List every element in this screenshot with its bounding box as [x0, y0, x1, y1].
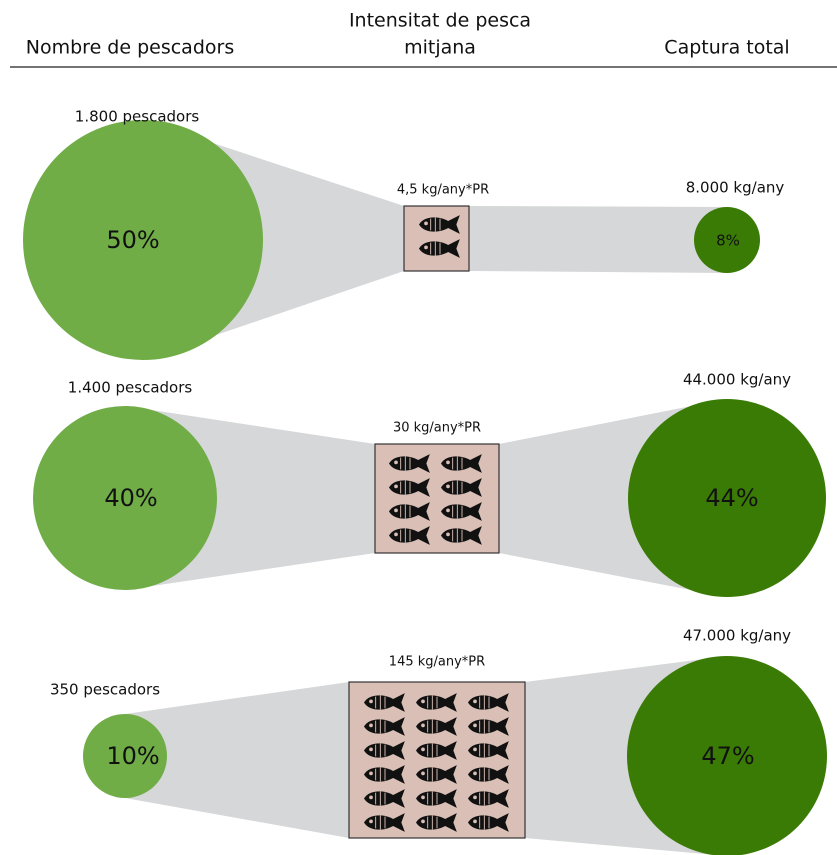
- fishers-circle: [23, 120, 263, 360]
- share-label: 10%: [106, 742, 159, 770]
- catch-label: 8.000 kg/any: [686, 179, 785, 197]
- catch-circle: [694, 207, 760, 273]
- catch-share-label: 8%: [716, 232, 740, 250]
- catch-share-label: 47%: [701, 742, 754, 770]
- intensity-label: 145 kg/any*PR: [389, 655, 485, 670]
- header-right: Captura total: [664, 37, 789, 59]
- catch-circle: [628, 399, 826, 597]
- intensity-label: 4,5 kg/any*PR: [397, 183, 489, 198]
- catch-circle: [627, 656, 827, 855]
- fishers-label: 350 pescadors: [50, 681, 160, 699]
- fishers-circle: [33, 406, 217, 590]
- share-label: 40%: [104, 484, 157, 512]
- catch-label: 47.000 kg/any: [683, 627, 791, 645]
- header-middle: mitjana: [404, 37, 476, 59]
- header-left: Nombre de pescadors: [26, 37, 234, 59]
- catch-label: 44.000 kg/any: [683, 371, 791, 389]
- header-middle: Intensitat de pesca: [349, 10, 531, 32]
- fishers-circle: [83, 714, 167, 798]
- fishers-label: 1.400 pescadors: [68, 379, 193, 397]
- fishers-label: 1.800 pescadors: [75, 108, 200, 126]
- catch-share-label: 44%: [705, 484, 758, 512]
- share-label: 50%: [106, 226, 159, 254]
- intensity-label: 30 kg/any*PR: [393, 421, 481, 436]
- band: [125, 682, 349, 838]
- band: [469, 206, 727, 273]
